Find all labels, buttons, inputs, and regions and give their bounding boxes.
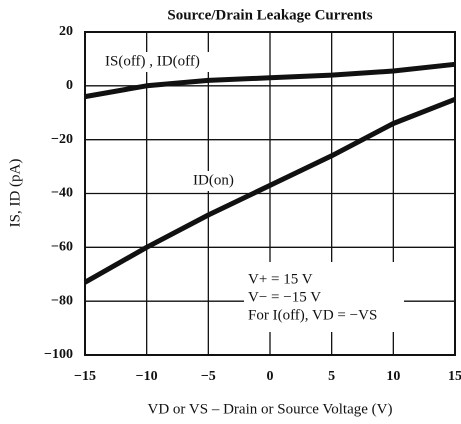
x-tick-label: −10 <box>136 369 158 384</box>
series-label: IS(off) , ID(off) <box>105 53 200 69</box>
y-axis-label: IS, ID (pA) <box>7 159 23 228</box>
x-tick-label: 15 <box>448 369 461 384</box>
y-tick-label: 20 <box>59 24 73 39</box>
series-line <box>83 96 456 285</box>
annotation: For I(off), VD = −VS <box>248 307 377 323</box>
y-tick-label: −80 <box>51 293 73 308</box>
x-tick-label: 5 <box>328 369 335 384</box>
series-label: ID(on) <box>193 172 234 188</box>
x-tick-label: 10 <box>386 369 400 384</box>
y-tick-label: −60 <box>51 240 73 255</box>
series-line <box>84 61 456 100</box>
y-tick-label: 0 <box>66 78 73 93</box>
plot-frame <box>84 31 456 356</box>
x-tick-label: −5 <box>201 369 216 384</box>
annotation: V+ = 15 V <box>248 271 313 287</box>
y-tick-label: −40 <box>51 186 73 201</box>
x-axis-label: VD or VS – Drain or Source Voltage (V) <box>148 401 393 417</box>
y-tick-label: −20 <box>51 132 73 147</box>
annotation: V− = −15 V <box>248 289 321 305</box>
chart-title: Source/Drain Leakage Currents <box>167 7 372 23</box>
series-label-bg <box>190 171 242 191</box>
x-tick-label: −15 <box>74 369 96 384</box>
y-tick-label: −100 <box>44 347 73 362</box>
annotation-bg <box>244 262 404 332</box>
x-tick-label: 0 <box>267 369 274 384</box>
series-label-bg <box>102 52 224 72</box>
